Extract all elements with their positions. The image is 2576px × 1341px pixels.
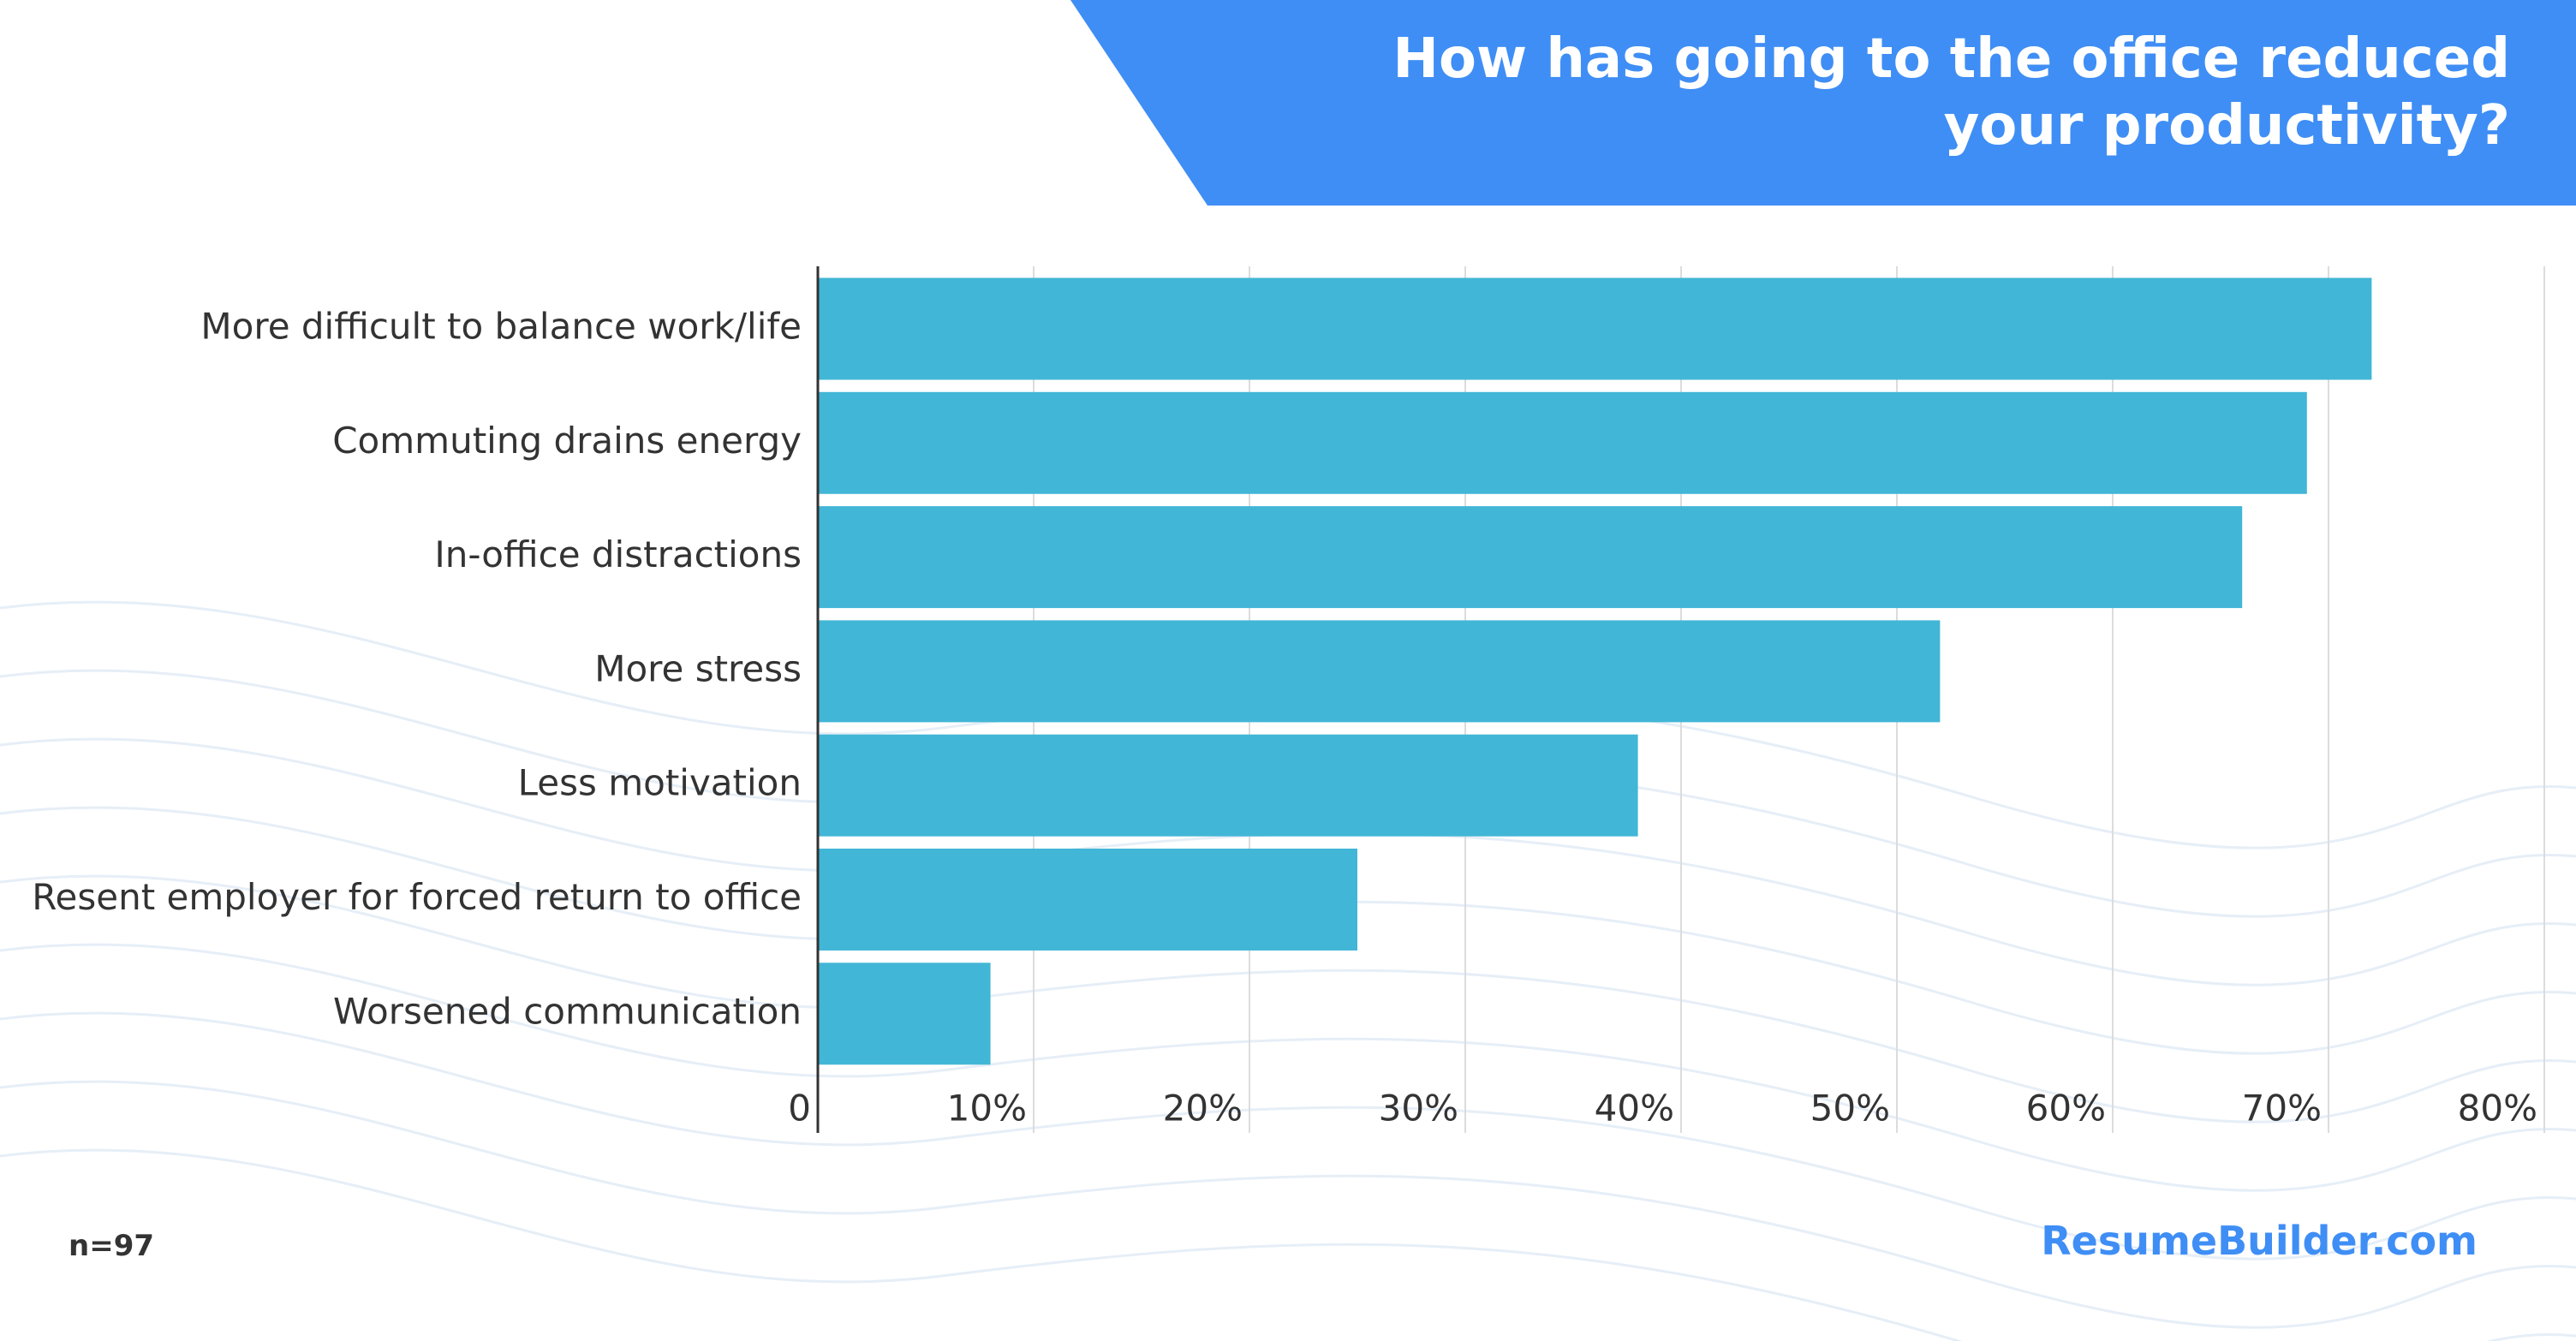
y-tick-label: More difficult to balance work/life [200, 306, 802, 348]
y-tick-label: Worsened communication [333, 990, 802, 1032]
x-tick-label: 10% [947, 1088, 1027, 1129]
y-tick-label: Commuting drains energy [332, 420, 802, 462]
x-tick-label: 20% [1163, 1088, 1243, 1129]
x-tick-label: 0 [788, 1088, 811, 1129]
bar [818, 734, 1638, 837]
x-tick-label: 70% [2242, 1088, 2322, 1129]
y-tick-label: More stress [594, 647, 802, 689]
bar [818, 506, 2243, 609]
bars: More difficult to balance work/life Commu… [32, 266, 2372, 1133]
source: ResumeBuilder.com [2041, 1218, 2478, 1264]
bar [818, 277, 2372, 380]
bar [818, 391, 2307, 494]
y-tick-label: Resent employer for forced return to off… [32, 876, 802, 918]
sample-note: n=97 [69, 1229, 155, 1263]
y-tick-label: Less motivation [518, 762, 802, 804]
bar [818, 849, 1357, 951]
x-tick-label: 80% [2458, 1088, 2537, 1129]
x-tick-label: 30% [1379, 1088, 1458, 1129]
y-tick-label: In-office distractions [434, 533, 802, 575]
x-tick-label: 50% [1810, 1088, 1890, 1129]
chart-title: How has going to the office reduced your… [1392, 27, 2510, 158]
bar [818, 963, 991, 1065]
title-banner [1070, 0, 2576, 206]
background-waves [0, 600, 2576, 1341]
x-tick-label: 60% [2026, 1088, 2106, 1129]
x-tick-label: 40% [1595, 1088, 1674, 1129]
bar [818, 620, 1941, 723]
